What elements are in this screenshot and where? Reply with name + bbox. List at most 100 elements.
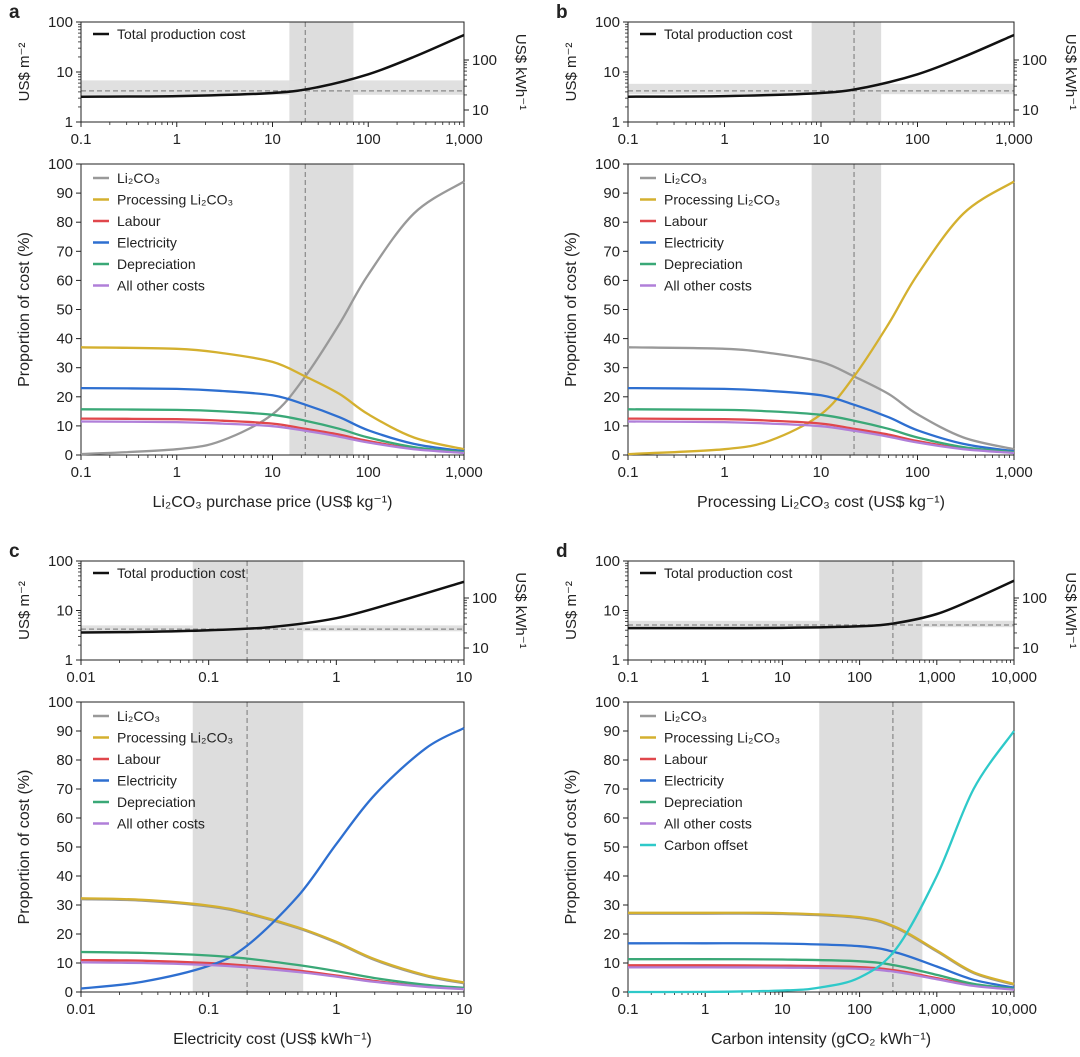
bottom-y-tick-label: 30 (603, 360, 620, 377)
top-y-tick-label: 1 (612, 114, 620, 131)
bottom-y-tick-label: 70 (603, 243, 620, 260)
cost-range-band (628, 83, 1014, 95)
legend-label-other: All other costs (117, 278, 205, 294)
series-line-electricity (80, 386, 465, 453)
top-y2-tick-label: 10 (1022, 640, 1039, 657)
top-y2-tick-label: 10 (1022, 102, 1039, 119)
bottom-x-tick-label: 1 (173, 464, 181, 481)
bottom-y-axis-label: Proportion of cost (%) (16, 770, 33, 925)
series-line-other (80, 420, 465, 455)
top-y-right-label: US$ kWh⁻¹ (512, 572, 529, 648)
cost-range-band (81, 80, 464, 95)
panel-d: d0.10.11110101001001,0001,00010,00010,00… (556, 541, 1079, 1048)
legend-label-processing: Processing Li₂CO₃ (664, 192, 780, 208)
legend-label-li2co3: Li₂CO₃ (664, 708, 707, 724)
bottom-x-tick-label: 100 (356, 464, 381, 481)
legend-label-li2co3: Li₂CO₃ (664, 170, 707, 186)
series-line-depreciation (628, 958, 1015, 990)
bottom-y-tick-label: 100 (595, 156, 620, 173)
bottom-x-tick-label: 100 (905, 464, 930, 481)
uncertainty-band-bottom (811, 164, 882, 455)
top-y-right-label: US$ kWh⁻¹ (512, 34, 529, 110)
bottom-y-tick-label: 50 (603, 839, 620, 856)
bottom-y-tick-label: 40 (56, 868, 73, 885)
top-x-tick-label: 10 (264, 131, 281, 148)
top-x-tick-label: 1,000 (995, 131, 1033, 148)
bottom-y-tick-label: 100 (595, 694, 620, 711)
total-production-cost-line (80, 580, 465, 634)
bottom-y-tick-label: 80 (603, 752, 620, 769)
top-y-left-label: US$ m⁻² (16, 581, 33, 640)
bottom-y-tick-label: 70 (56, 243, 73, 260)
bottom-y-tick-label: 90 (603, 723, 620, 740)
bottom-y-tick-label: 90 (56, 723, 73, 740)
series-line-processing (628, 911, 1015, 986)
top-x-tick-label: 1 (173, 131, 181, 148)
bottom-y-tick-label: 10 (603, 418, 620, 435)
series-line-electricity (80, 727, 465, 990)
x-axis-label: Li₂CO₃ purchase price (US$ kg⁻¹) (153, 494, 393, 511)
legend-label-labour: Labour (664, 751, 708, 767)
bottom-y-axis-label: Proportion of cost (%) (563, 232, 580, 387)
panel-letter: a (9, 2, 20, 23)
top-x-tick-label: 0.1 (618, 131, 639, 148)
bottom-y-tick-label: 100 (48, 156, 73, 173)
top-y-tick-label: 100 (595, 553, 620, 570)
series-line-processing (80, 897, 465, 984)
top-x-tick-label: 0.1 (71, 131, 92, 148)
bottom-y-tick-label: 20 (56, 389, 73, 406)
legend-label-depreciation: Depreciation (664, 256, 743, 272)
bottom-y-tick-label: 20 (603, 389, 620, 406)
bottom-x-tick-label: 1 (332, 1001, 340, 1018)
legend-label-depreciation: Depreciation (117, 794, 196, 810)
legend-label-electricity: Electricity (117, 773, 177, 789)
bottom-y-tick-label: 70 (603, 781, 620, 798)
bottom-y-tick-label: 60 (603, 272, 620, 289)
top-y-tick-label: 1 (612, 652, 620, 669)
legend-label-electricity: Electricity (664, 235, 724, 251)
legend-label-total: Total production cost (664, 26, 793, 42)
legend-label-labour: Labour (117, 751, 161, 767)
bottom-y-tick-label: 0 (65, 447, 73, 464)
legend-label-other: All other costs (664, 816, 752, 832)
legend-label-depreciation: Depreciation (117, 256, 196, 272)
bottom-x-tick-label: 1 (720, 464, 728, 481)
panel-b: b0.10.11110101001001,0001,000Processing … (556, 2, 1079, 511)
top-x-tick-label: 0.1 (198, 669, 219, 686)
bottom-x-tick-label: 0.01 (66, 1001, 95, 1018)
series-line-other (627, 420, 1015, 455)
top-y-tick-label: 1 (65, 114, 73, 131)
bottom-x-tick-label: 10 (813, 464, 830, 481)
bottom-x-tick-label: 100 (847, 1001, 872, 1018)
top-y-tick-label: 100 (48, 14, 73, 31)
top-y-tick-label: 10 (56, 603, 73, 620)
legend-label-processing: Processing Li₂CO₃ (117, 730, 233, 746)
bottom-y-tick-label: 0 (65, 984, 73, 1001)
top-y-tick-label: 100 (48, 553, 73, 570)
bottom-y-tick-label: 90 (603, 185, 620, 202)
legend-label-li2co3: Li₂CO₃ (117, 708, 160, 724)
series-line-processing (627, 180, 1015, 456)
legend-label-electricity: Electricity (117, 235, 177, 251)
top-y-tick-label: 10 (56, 64, 73, 81)
bottom-y-tick-label: 10 (56, 418, 73, 435)
top-y2-tick-label: 100 (472, 590, 497, 607)
bottom-y-tick-label: 30 (603, 897, 620, 914)
top-x-tick-label: 10 (774, 669, 791, 686)
bottom-y-axis-label: Proportion of cost (%) (16, 232, 33, 387)
top-x-tick-label: 1,000 (918, 669, 956, 686)
bottom-y-tick-label: 80 (603, 214, 620, 231)
legend-label-labour: Labour (664, 213, 708, 229)
top-y-tick-label: 10 (603, 64, 620, 81)
uncertainty-band-top (811, 22, 882, 122)
legend-label-other: All other costs (664, 278, 752, 294)
top-x-tick-label: 10 (456, 669, 473, 686)
top-y-right-label: US$ kWh⁻¹ (1062, 34, 1079, 110)
bottom-y-tick-label: 90 (56, 185, 73, 202)
legend-label-processing: Processing Li₂CO₃ (664, 730, 780, 746)
top-x-tick-label: 100 (847, 669, 872, 686)
bottom-x-tick-label: 0.1 (618, 464, 639, 481)
top-x-tick-label: 1 (332, 669, 340, 686)
